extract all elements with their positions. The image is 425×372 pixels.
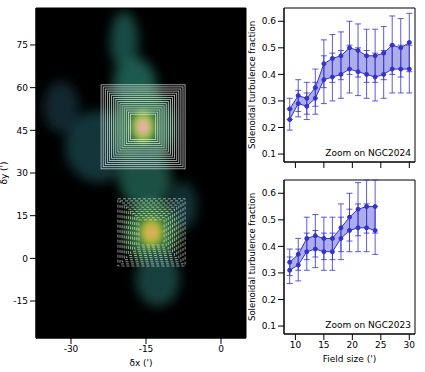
svg-text:0.2: 0.2 <box>262 123 276 133</box>
svg-text:0.2: 0.2 <box>262 295 276 305</box>
html-text:Zoom on NGC2024: Zoom on NGC2024 <box>325 148 411 158</box>
svg-text:25: 25 <box>375 340 386 350</box>
svg-text:0: 0 <box>22 254 28 264</box>
svg-text:0.6: 0.6 <box>262 16 277 26</box>
svg-text:0: 0 <box>218 344 224 354</box>
svg-text:45: 45 <box>17 126 28 136</box>
svg-text:Solenoidal turbulence fraction: Solenoidal turbulence fraction <box>248 21 257 149</box>
svg-text:10: 10 <box>290 340 302 350</box>
svg-text:0.3: 0.3 <box>262 96 276 106</box>
html-text:Zoom on NGC2023: Zoom on NGC2023 <box>325 320 411 330</box>
svg-text:0.4: 0.4 <box>262 70 277 80</box>
svg-text:0.5: 0.5 <box>262 43 276 53</box>
svg-text:-15: -15 <box>139 344 154 354</box>
svg-text:30: 30 <box>17 168 29 178</box>
svg-text:Solenoidal turbulence fraction: Solenoidal turbulence fraction <box>248 193 257 321</box>
svg-text:Field size ('): Field size (') <box>323 354 376 364</box>
svg-text:0.1: 0.1 <box>262 149 276 159</box>
svg-text:0.4: 0.4 <box>262 242 277 252</box>
svg-text:0.3: 0.3 <box>262 268 276 278</box>
svg-text:30: 30 <box>404 340 416 350</box>
svg-text:0.1: 0.1 <box>262 321 276 331</box>
svg-text:20: 20 <box>347 340 359 350</box>
svg-text:δy ('): δy (') <box>0 161 9 184</box>
svg-text:60: 60 <box>17 83 29 93</box>
svg-text:δx ('): δx (') <box>129 358 152 368</box>
svg-text:0.5: 0.5 <box>262 215 276 225</box>
svg-text:15: 15 <box>318 340 329 350</box>
svg-text:75: 75 <box>17 40 28 50</box>
svg-text:-30: -30 <box>64 344 79 354</box>
svg-text:0.6: 0.6 <box>262 188 277 198</box>
svg-text:-15: -15 <box>13 296 28 306</box>
svg-text:15: 15 <box>17 211 28 221</box>
